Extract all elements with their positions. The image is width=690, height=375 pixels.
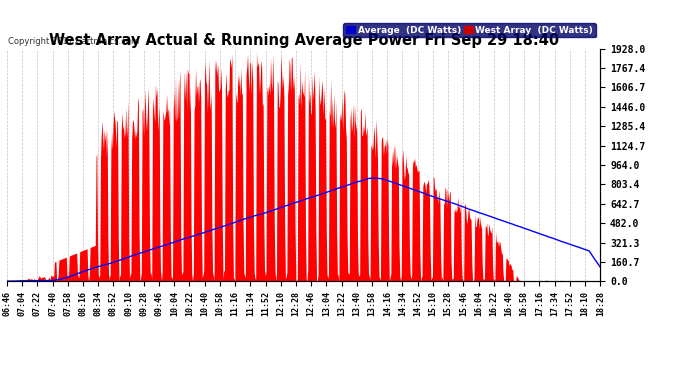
Legend: Average  (DC Watts), West Array  (DC Watts): Average (DC Watts), West Array (DC Watts… bbox=[343, 23, 595, 38]
Title: West Array Actual & Running Average Power Fri Sep 29 18:40: West Array Actual & Running Average Powe… bbox=[48, 33, 559, 48]
Text: Copyright 2017 Cartronics.com: Copyright 2017 Cartronics.com bbox=[8, 38, 139, 46]
